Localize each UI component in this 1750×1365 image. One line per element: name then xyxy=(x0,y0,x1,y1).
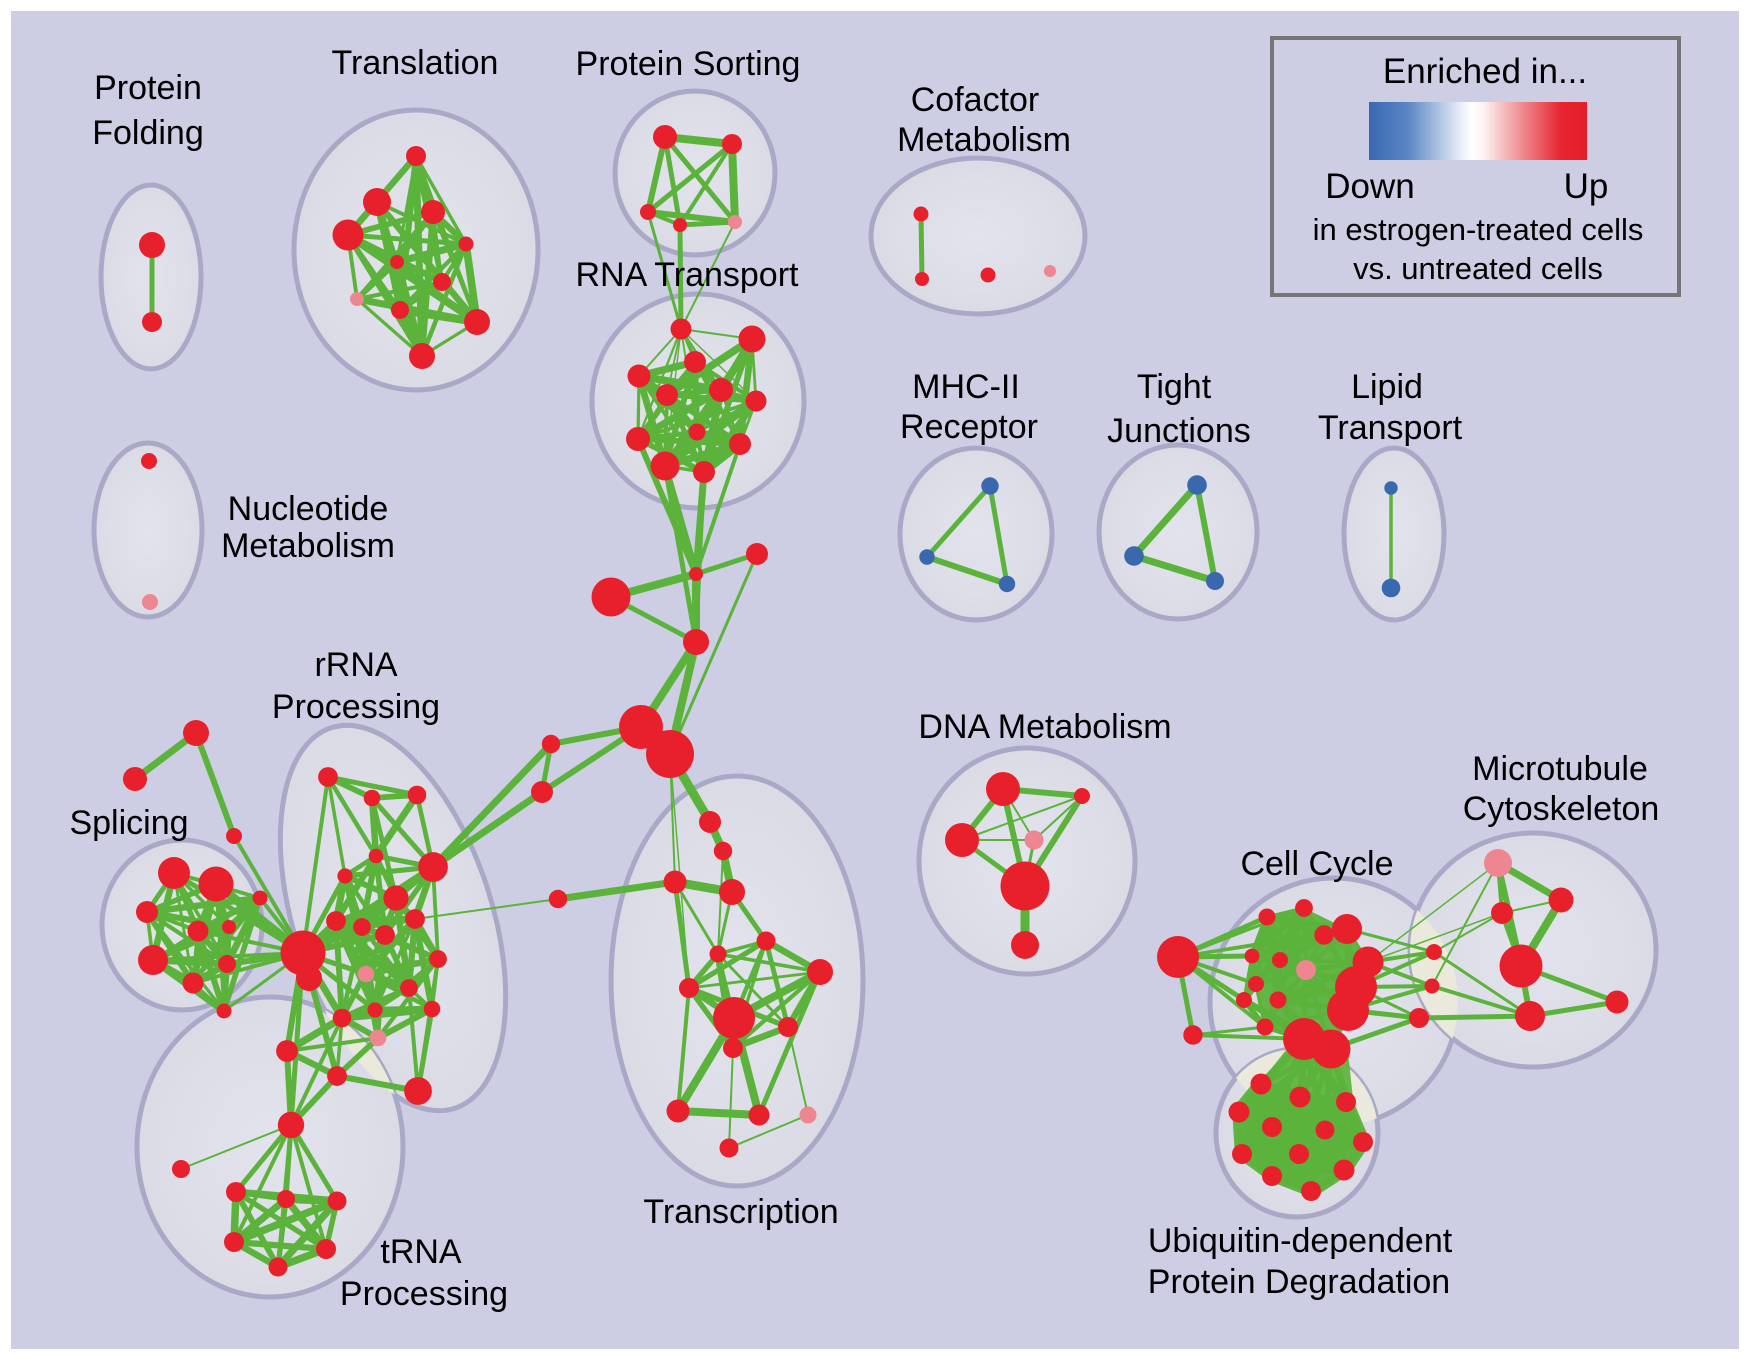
svg-text:Metabolism: Metabolism xyxy=(897,121,1071,159)
svg-text:Transcription: Transcription xyxy=(643,1193,838,1231)
svg-text:Protein Degradation: Protein Degradation xyxy=(1148,1263,1450,1301)
svg-text:Translation: Translation xyxy=(332,44,499,82)
svg-text:Lipid: Lipid xyxy=(1351,368,1423,406)
svg-text:Microtubule: Microtubule xyxy=(1472,750,1648,788)
svg-text:Tight: Tight xyxy=(1137,368,1212,406)
svg-text:Up: Up xyxy=(1564,167,1609,206)
svg-text:rRNA: rRNA xyxy=(314,646,397,684)
svg-text:Cofactor: Cofactor xyxy=(911,81,1040,119)
svg-text:Enriched in...: Enriched in... xyxy=(1383,52,1587,91)
svg-text:Cell Cycle: Cell Cycle xyxy=(1240,845,1393,883)
svg-text:tRNA: tRNA xyxy=(380,1233,462,1271)
svg-text:Ubiquitin-dependent: Ubiquitin-dependent xyxy=(1148,1222,1453,1260)
svg-text:in estrogen-treated cells: in estrogen-treated cells xyxy=(1313,212,1644,247)
svg-text:Folding: Folding xyxy=(92,114,204,152)
svg-text:Processing: Processing xyxy=(272,688,440,726)
svg-text:Protein Sorting: Protein Sorting xyxy=(576,45,801,83)
svg-text:Cytoskeleton: Cytoskeleton xyxy=(1463,790,1660,828)
svg-text:Transport: Transport xyxy=(1318,409,1463,447)
svg-text:MHC-II: MHC-II xyxy=(912,368,1020,406)
svg-text:Metabolism: Metabolism xyxy=(221,527,395,565)
svg-text:DNA Metabolism: DNA Metabolism xyxy=(918,708,1171,746)
svg-text:Junctions: Junctions xyxy=(1107,412,1251,450)
svg-text:Nucleotide: Nucleotide xyxy=(228,490,389,528)
svg-text:vs. untreated cells: vs. untreated cells xyxy=(1353,251,1603,286)
svg-text:Protein: Protein xyxy=(94,69,202,107)
svg-text:RNA Transport: RNA Transport xyxy=(576,256,800,294)
svg-text:Receptor: Receptor xyxy=(900,408,1038,446)
svg-text:Processing: Processing xyxy=(340,1275,508,1313)
svg-text:Splicing: Splicing xyxy=(69,804,188,842)
svg-text:Down: Down xyxy=(1325,167,1414,206)
